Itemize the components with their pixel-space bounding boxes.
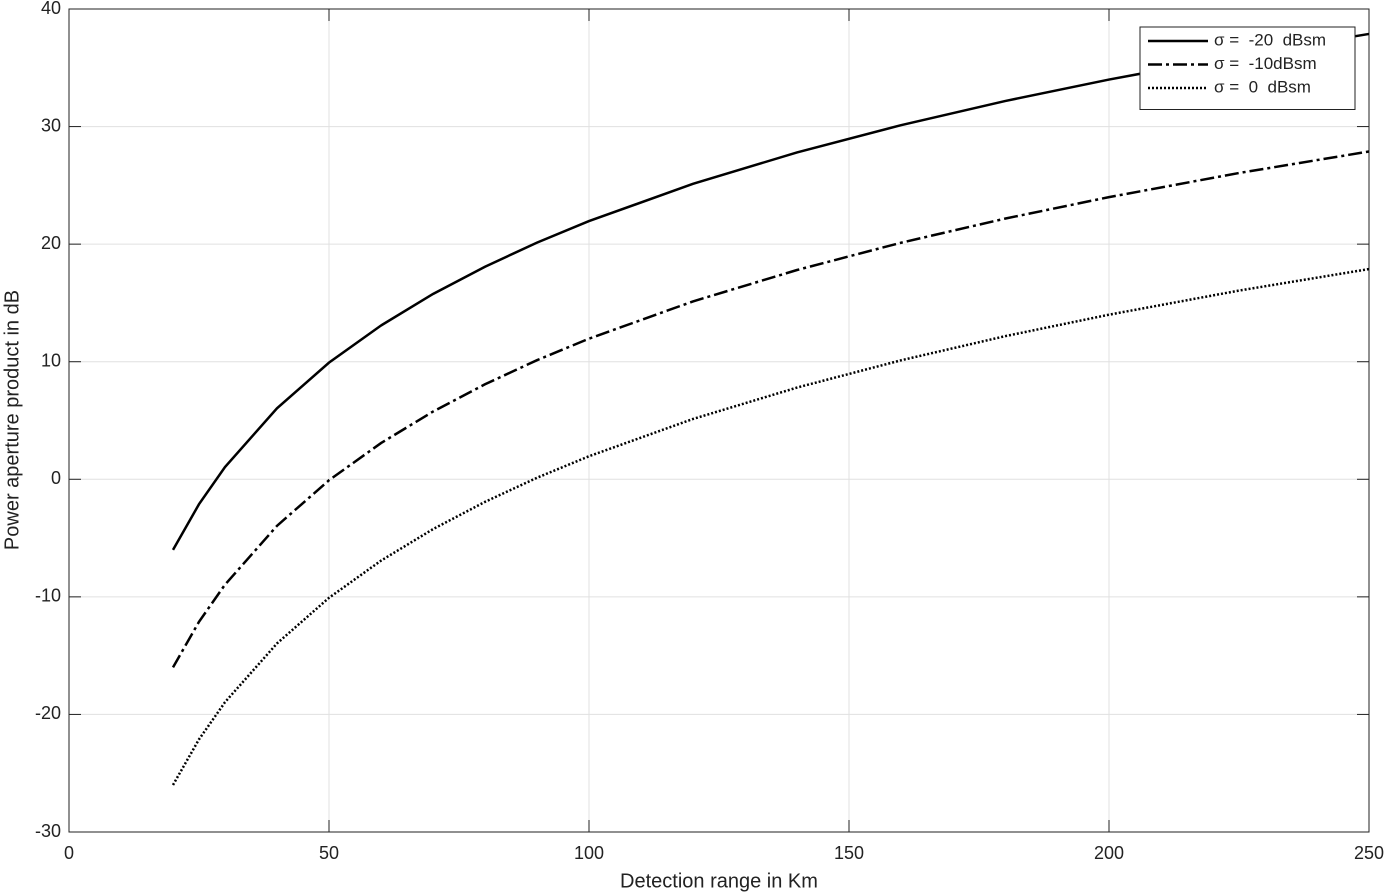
x-tick-label: 0 <box>64 843 74 863</box>
y-tick-label: -10 <box>35 586 61 606</box>
legend-label: σ = -20 dBsm <box>1214 30 1326 49</box>
y-axis-label: Power aperture product in dB <box>1 290 23 550</box>
x-tick-label: 200 <box>1094 843 1124 863</box>
legend-label: σ = -10dBsm <box>1214 54 1317 73</box>
legend-label: σ = 0 dBsm <box>1214 77 1311 96</box>
y-tick-label: -30 <box>35 821 61 841</box>
x-tick-label: 250 <box>1354 843 1384 863</box>
plot-frame <box>68 8 1370 833</box>
y-tick-label: 0 <box>51 468 61 488</box>
y-tick-label: 40 <box>41 0 61 18</box>
x-axis-label: Detection range in Km <box>620 870 818 892</box>
x-tick-label: 50 <box>319 843 339 863</box>
y-tick-label: -20 <box>35 703 61 723</box>
plot-area <box>69 9 1369 832</box>
y-tick-label: 10 <box>41 350 61 370</box>
series-line <box>171 150 1370 669</box>
series-line <box>171 32 1370 551</box>
x-tick-label: 100 <box>574 843 604 863</box>
x-tick-label: 150 <box>834 843 864 863</box>
y-tick-label: 30 <box>41 115 61 135</box>
y-tick-label: 20 <box>41 233 61 253</box>
